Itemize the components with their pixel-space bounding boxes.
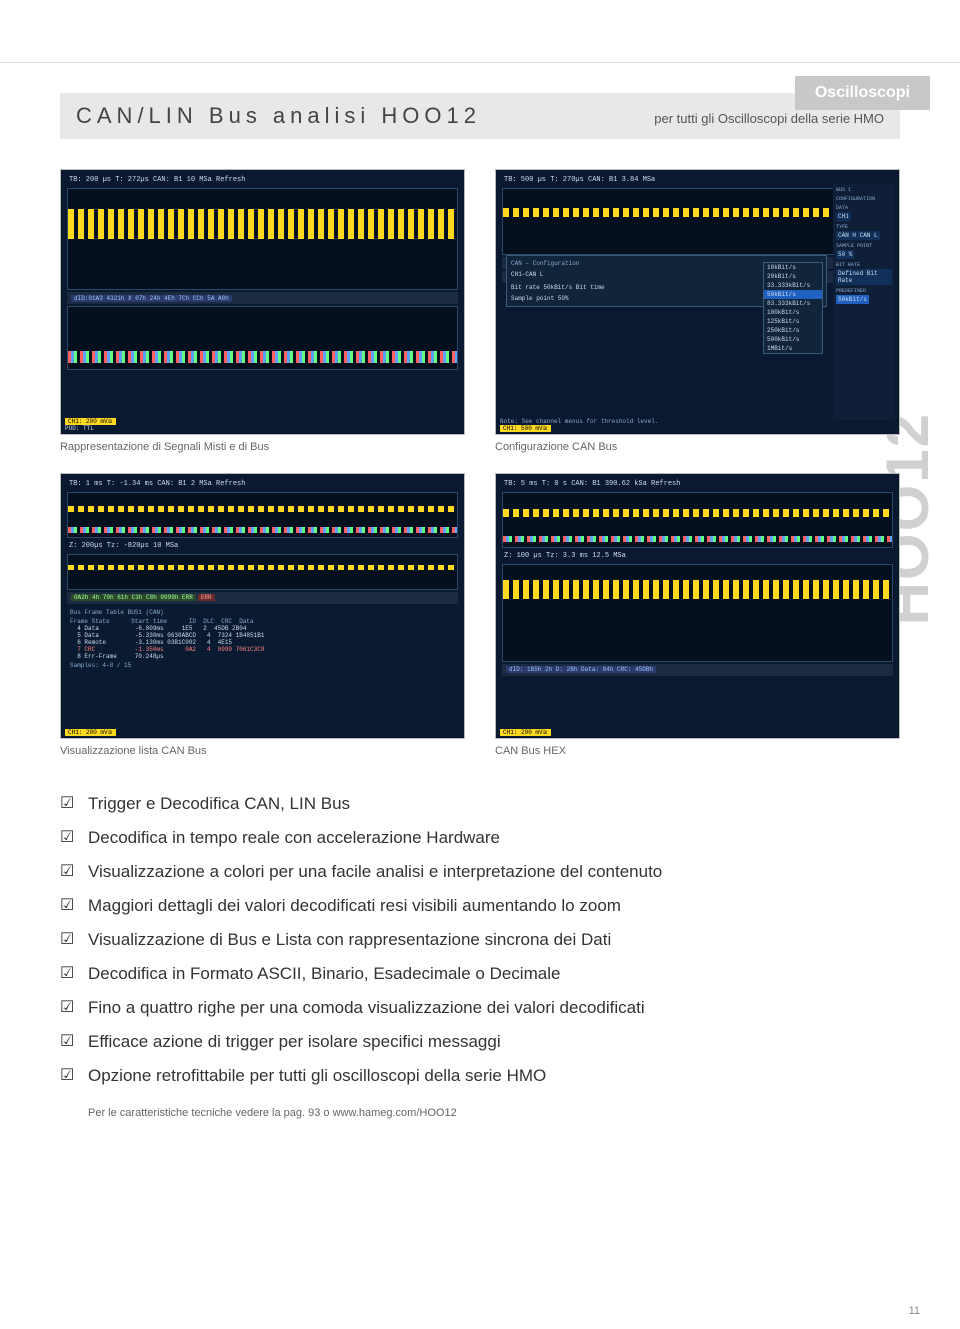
footnote: Per le caratteristiche tecniche vedere l… [88, 1107, 900, 1119]
panel-val: CH1 [836, 212, 851, 221]
panel-lbl: DATA [836, 205, 892, 211]
rate-opt: 250kBit/s [764, 326, 822, 335]
screenshot-block-4: TB: 5 ms T: 0 s CAN: B1 390.62 kSa Refre… [495, 473, 900, 757]
screenshot-block-1: TB: 200 µs T: 272µs CAN: B1 10 MSa Refre… [60, 169, 465, 453]
panel-lbl: TYPE [836, 224, 892, 230]
rate-opt: 500kBit/s [764, 335, 822, 344]
zoom-header: Z: 200µs Tz: -820µs 10 MSa [65, 540, 460, 552]
waveform-yellow [68, 565, 457, 570]
decode-strip [68, 527, 457, 532]
feature-item: Efficace azione di trigger per isolare s… [60, 1025, 900, 1059]
oscilloscope-screenshot-2: TB: 500 µs T: 270µs CAN: B1 3.84 MSa 06 … [495, 169, 900, 435]
scope-footer: CH1: 200 mV≅ POD: TTL [65, 418, 460, 432]
panel-val: Defined Bit Rate [836, 269, 892, 285]
decode-strip [503, 536, 892, 541]
decode-values: 0A2h 4h 70h 61h C3h C8h 0999h ERR [71, 594, 196, 601]
screenshot-block-2: TB: 500 µs T: 270µs CAN: B1 3.84 MSa 06 … [495, 169, 900, 453]
waveform-yellow [68, 209, 457, 239]
table-title: Bus Frame Table BUS1 (CAN) [70, 609, 455, 616]
zoom-area [502, 564, 893, 661]
rate-opt: 10kBit/s [764, 263, 822, 272]
zoom-area [67, 554, 458, 590]
panel-val: 50 % [836, 250, 854, 259]
table-row-error: 7 CRC -1.350ms 0A2 4 0999 7061C3C8 [70, 646, 455, 653]
feature-item: Maggiori dettagli dei valori decodificat… [60, 889, 900, 923]
panel-val: 50kBit/s [836, 295, 869, 304]
samples-text: Samples: 4–8 / 15 [70, 662, 455, 669]
title-bar: CAN/LIN Bus analisi HOO12 per tutti gli … [60, 93, 900, 139]
screenshot-caption: Visualizzazione lista CAN Bus [60, 745, 465, 757]
panel-lbl: BUS 1 [836, 187, 892, 193]
waveform-yellow [503, 580, 892, 599]
scope-header: TB: 5 ms T: 0 s CAN: B1 390.62 kSa Refre… [500, 478, 895, 490]
table-row: 5 Data -5.330ms 0630ABCD 4 7324 1B4851B1 [70, 632, 455, 639]
decode-bar: 0A2h 4h 70h 61h C3h C8h 0999h ERR ERR [67, 592, 458, 604]
screenshots-grid: TB: 200 µs T: 272µs CAN: B1 10 MSa Refre… [60, 169, 900, 757]
rate-opt: 83.333kBit/s [764, 299, 822, 308]
oscilloscope-screenshot-4: TB: 5 ms T: 0 s CAN: B1 390.62 kSa Refre… [495, 473, 900, 739]
bus-frame-table: Bus Frame Table BUS1 (CAN) Frame State S… [67, 606, 458, 672]
table-row: 4 Data -6.809ms 1E5 2 45DB 2B04 [70, 625, 455, 632]
rate-opt: 100kBit/s [764, 308, 822, 317]
digital-area [67, 306, 458, 370]
channel-label: CH1: 500 mV≅ [500, 425, 551, 432]
decode-values: dID:01A3 4321h X 07h 24h 4Eh 7Ch CCh 5A … [71, 295, 232, 302]
rate-opt: 125kBit/s [764, 317, 822, 326]
decode-bar: dID: 1B5h 2h D: 2Bh Data: 84h CRC: 45DBh [502, 664, 893, 676]
category-tab: Oscilloscopi [795, 76, 930, 110]
panel-lbl: BIT RATE [836, 262, 892, 268]
screenshot-caption: CAN Bus HEX [495, 745, 900, 757]
config-side-panel: BUS 1 CONFIGURATION DATACH1 TYPECAN H CA… [833, 184, 895, 420]
panel-val: CAN H CAN L [836, 231, 880, 240]
channel-label: CH1: 200 mV≅ [500, 729, 551, 736]
waveform-yellow [503, 509, 892, 517]
scope-header: TB: 1 ms T: -1.34 ms CAN: B1 2 MSa Refre… [65, 478, 460, 490]
waveform-area [67, 188, 458, 290]
scope-header: TB: 200 µs T: 272µs CAN: B1 10 MSa Refre… [65, 174, 460, 186]
feature-item: Visualizzazione a colori per una facile … [60, 855, 900, 889]
decode-bar: dID:01A3 4321h X 07h 24h 4Eh 7Ch CCh 5A … [67, 292, 458, 304]
err-tag: ERR [198, 594, 215, 601]
page-subtitle: per tutti gli Oscilloscopi della serie H… [654, 111, 884, 126]
feature-item: Opzione retrofittabile per tutti gli osc… [60, 1059, 900, 1093]
table-row: 8 Err-Frame 70.248µs [70, 653, 455, 660]
screenshot-caption: Configurazione CAN Bus [495, 441, 900, 453]
rate-opt: 20kBit/s [764, 272, 822, 281]
screenshot-block-3: TB: 1 ms T: -1.34 ms CAN: B1 2 MSa Refre… [60, 473, 465, 757]
note-text: Note: See channel menus for threshold le… [500, 418, 658, 425]
panel-lbl: PREDEFINED [836, 288, 892, 294]
zoom-header: Z: 100 µs Tz: 3.3 ms 12.5 MSa [500, 550, 895, 562]
pod-label: POD: TTL [65, 425, 94, 432]
page-title: CAN/LIN Bus analisi HOO12 [76, 103, 481, 129]
panel-lbl: SAMPLE POINT [836, 243, 892, 249]
scope-footer: CH1: 200 mV≅ [65, 729, 460, 736]
feature-list: Trigger e Decodifica CAN, LIN Bus Decodi… [60, 787, 900, 1093]
feature-item: Decodifica in tempo reale con accelerazi… [60, 821, 900, 855]
scope-footer: CH1: 200 mV≅ [500, 729, 895, 736]
scope-footer: Note: See channel menus for threshold le… [500, 418, 895, 432]
screenshot-caption: Rappresentazione di Segnali Misti e di B… [60, 441, 465, 453]
table-row: 6 Remote -3.130ms 03B1C002 4 4E15 [70, 639, 455, 646]
feature-item: Visualizzazione di Bus e Lista con rappr… [60, 923, 900, 957]
rate-opt-selected: 50kBit/s [764, 290, 822, 299]
waveform-yellow [68, 506, 457, 512]
channel-label: CH1: 200 mV≅ [65, 418, 116, 425]
oscilloscope-screenshot-3: TB: 1 ms T: -1.34 ms CAN: B1 2 MSa Refre… [60, 473, 465, 739]
feature-item: Trigger e Decodifica CAN, LIN Bus [60, 787, 900, 821]
channel-label: CH1: 200 mV≅ [65, 729, 116, 736]
panel-lbl: CONFIGURATION [836, 196, 892, 202]
page-number: 11 [909, 1305, 920, 1317]
waveform-area [502, 492, 893, 548]
waveform-area [67, 492, 458, 538]
feature-item: Decodifica in Formato ASCII, Binario, Es… [60, 957, 900, 991]
rate-opt: 33.333kBit/s [764, 281, 822, 290]
rate-opt: 1MBit/s [764, 344, 822, 353]
digital-waves [68, 351, 457, 363]
table-header: Frame State Start time ID DLC CRC Data [70, 618, 455, 625]
feature-item: Fino a quattro righe per una comoda visu… [60, 991, 900, 1025]
page-content: CAN/LIN Bus analisi HOO12 per tutti gli … [0, 63, 960, 1139]
decode-values: dID: 1B5h 2h D: 2Bh Data: 84h CRC: 45DBh [506, 666, 656, 673]
bitrate-list: 10kBit/s 20kBit/s 33.333kBit/s 50kBit/s … [763, 262, 823, 354]
oscilloscope-screenshot-1: TB: 200 µs T: 272µs CAN: B1 10 MSa Refre… [60, 169, 465, 435]
